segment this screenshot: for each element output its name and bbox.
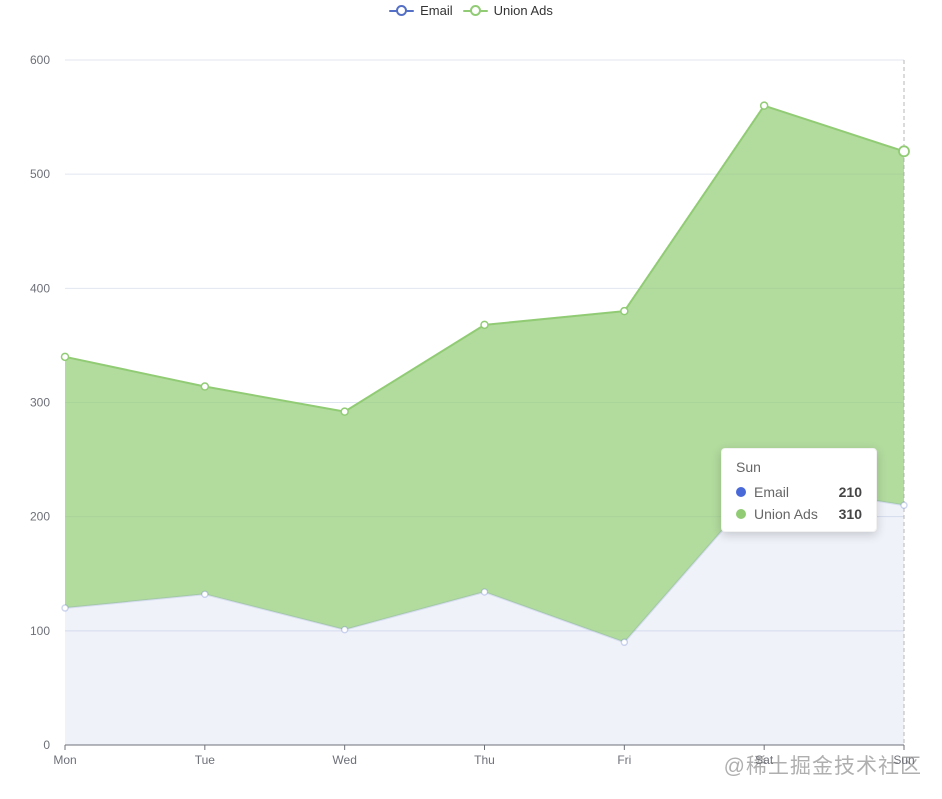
email-data-point-tue[interactable] bbox=[201, 590, 209, 598]
y-axis-label: 400 bbox=[30, 281, 50, 295]
union-ads-area bbox=[65, 105, 904, 643]
tooltip-rows: Email 210 Union Ads 310 bbox=[736, 481, 862, 525]
series-color-dot-icon bbox=[736, 509, 746, 519]
tooltip-title: Sun bbox=[736, 459, 761, 475]
y-axis-label: 500 bbox=[30, 167, 50, 181]
email-data-point-fri[interactable] bbox=[620, 638, 629, 646]
y-axis-label: 600 bbox=[30, 53, 50, 67]
email-data-point-sun[interactable] bbox=[900, 501, 908, 509]
x-axis-label-wed: Wed bbox=[332, 753, 356, 767]
tooltip-series-name: Union Ads bbox=[754, 506, 818, 522]
email-data-point-thu[interactable] bbox=[480, 588, 489, 596]
y-axis-label: 0 bbox=[43, 738, 50, 752]
x-axis-label-thu: Thu bbox=[474, 753, 495, 767]
y-axis-label: 100 bbox=[30, 624, 50, 638]
union-ads-data-point-fri[interactable] bbox=[620, 306, 629, 316]
union-ads-data-point-mon[interactable] bbox=[60, 352, 70, 362]
tooltip-row: Email 210 bbox=[736, 481, 862, 503]
x-axis-label-mon: Mon bbox=[53, 753, 76, 767]
x-axis-label-fri: Fri bbox=[617, 753, 631, 767]
email-area bbox=[65, 482, 904, 745]
union-ads-data-point-sun[interactable] bbox=[898, 145, 910, 158]
legend: Email Union Ads bbox=[0, 4, 942, 17]
x-axis-label-sun: Sun bbox=[893, 753, 914, 767]
legend-label: Email bbox=[420, 3, 453, 18]
series-color-dot-icon bbox=[736, 487, 746, 497]
y-axis-label: 200 bbox=[30, 510, 50, 524]
tooltip-series-value: 210 bbox=[838, 484, 862, 500]
tooltip-series-value: 310 bbox=[838, 506, 862, 522]
union-ads-data-point-thu[interactable] bbox=[480, 320, 489, 330]
x-axis-label-tue: Tue bbox=[195, 753, 216, 767]
tooltip-series-name: Email bbox=[754, 484, 790, 500]
email-data-point-mon[interactable] bbox=[61, 604, 69, 612]
union-ads-data-point-wed[interactable] bbox=[340, 407, 349, 416]
email-data-point-wed[interactable] bbox=[340, 625, 349, 634]
union-ads-data-point-tue[interactable] bbox=[200, 382, 210, 391]
legend-line-marker-icon bbox=[462, 4, 488, 17]
legend-line-marker-icon bbox=[389, 4, 415, 17]
legend-item-union-ads[interactable]: Union Ads bbox=[462, 3, 553, 18]
union-ads-data-point-sat[interactable] bbox=[759, 101, 769, 110]
tooltip-row: Union Ads 310 bbox=[736, 503, 862, 525]
legend-item-email[interactable]: Email bbox=[389, 4, 453, 17]
y-axis-label: 300 bbox=[30, 396, 50, 410]
tooltip: Sun Email 210 Union Ads 310 bbox=[721, 448, 877, 532]
legend-label: Union Ads bbox=[493, 3, 553, 18]
x-axis-label-sat: Sat bbox=[755, 753, 774, 767]
